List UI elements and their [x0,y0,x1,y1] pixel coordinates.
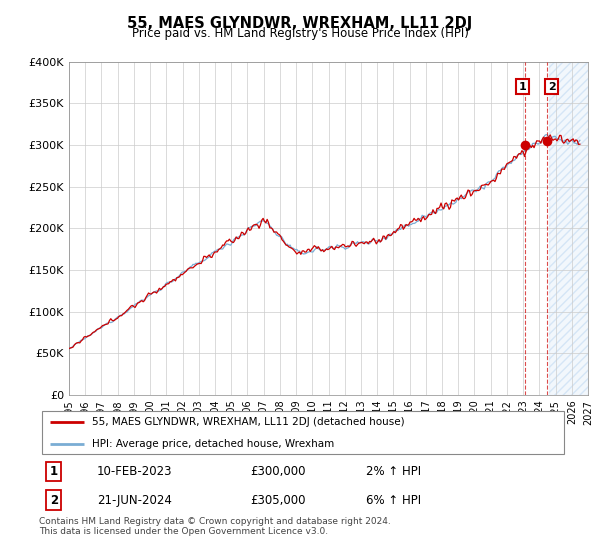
Text: 1: 1 [518,82,526,92]
Text: 55, MAES GLYNDWR, WREXHAM, LL11 2DJ: 55, MAES GLYNDWR, WREXHAM, LL11 2DJ [127,16,473,31]
Text: 1: 1 [50,465,58,478]
Text: £300,000: £300,000 [250,465,306,478]
Bar [549,62,588,395]
Text: 2% ↑ HPI: 2% ↑ HPI [367,465,421,478]
FancyBboxPatch shape [41,411,565,454]
Text: Price paid vs. HM Land Registry's House Price Index (HPI): Price paid vs. HM Land Registry's House … [131,27,469,40]
Text: 55, MAES GLYNDWR, WREXHAM, LL11 2DJ (detached house): 55, MAES GLYNDWR, WREXHAM, LL11 2DJ (det… [92,417,404,427]
Text: 6% ↑ HPI: 6% ↑ HPI [367,494,421,507]
Text: 10-FEB-2023: 10-FEB-2023 [97,465,173,478]
Text: 21-JUN-2024: 21-JUN-2024 [97,494,172,507]
Text: 2: 2 [548,82,556,92]
Text: HPI: Average price, detached house, Wrexham: HPI: Average price, detached house, Wrex… [92,438,334,449]
Bar [549,62,588,395]
Text: Contains HM Land Registry data © Crown copyright and database right 2024.
This d: Contains HM Land Registry data © Crown c… [39,517,391,536]
Text: £305,000: £305,000 [250,494,306,507]
Text: 2: 2 [50,494,58,507]
